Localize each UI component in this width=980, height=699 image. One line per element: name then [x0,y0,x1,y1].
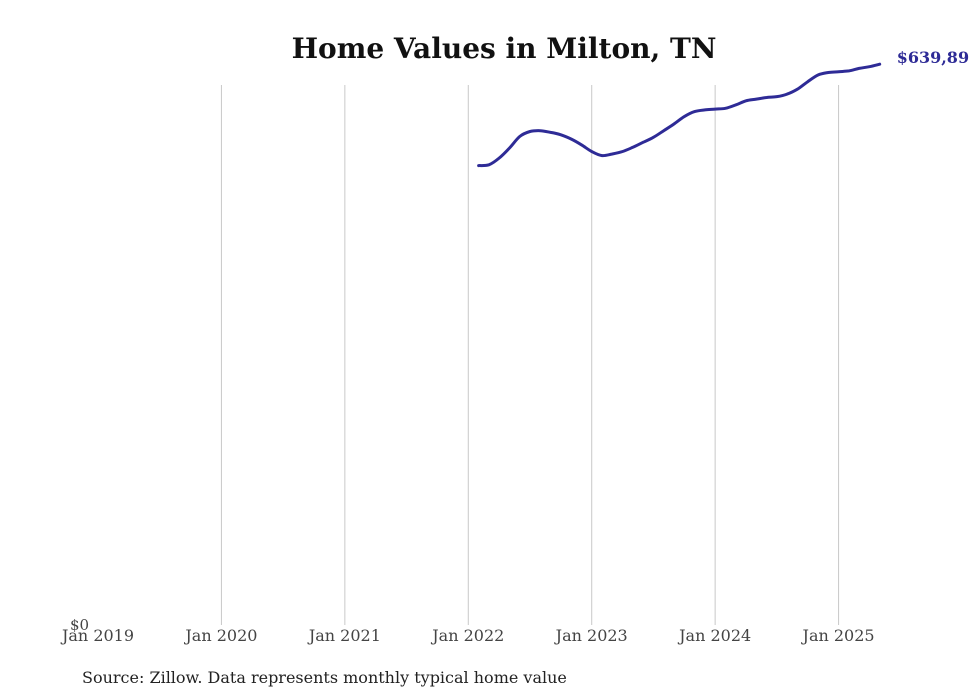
y-tick-label: $0 [70,616,89,634]
x-tick-label: Jan 2021 [307,626,381,645]
source-note: Source: Zillow. Data represents monthly … [82,668,567,687]
x-tick-label: Jan 2024 [677,626,751,645]
x-tick-label: Jan 2019 [60,626,134,645]
x-tick-label: Jan 2022 [430,626,504,645]
end-value-label: $639,89 [897,48,969,67]
series-line [477,62,882,168]
chart-title: Home Values in Milton, TN [291,32,717,65]
x-axis-ticks: Jan 2019 Jan 2020 Jan 2021 Jan 2022 Jan 2023… [60,626,875,645]
y-axis-ticks: $0 [70,616,89,634]
x-tick-label: Jan 2020 [183,626,257,645]
x-tick-label: Jan 2025 [801,626,875,645]
x-tick-label: Jan 2023 [554,626,628,645]
gridlines [220,85,840,625]
